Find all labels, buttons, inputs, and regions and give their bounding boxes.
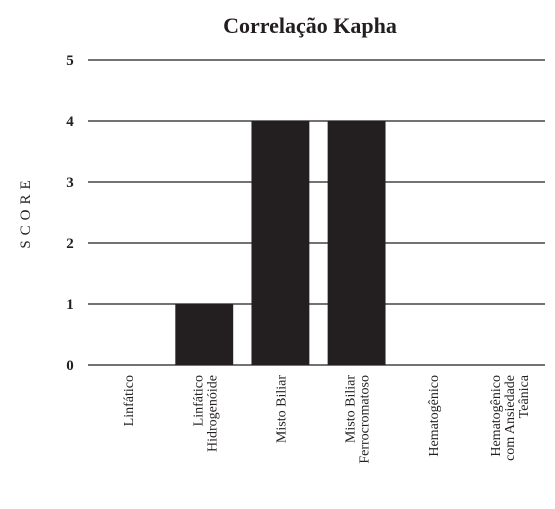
y-axis-label: SCORE	[18, 175, 34, 248]
chart-title: Correlação Kapha	[223, 13, 397, 38]
bar	[175, 304, 234, 365]
bar	[251, 121, 310, 365]
x-tick-label: Misto BiliarFerrocromatoso	[344, 375, 373, 464]
y-tick-label: 4	[66, 114, 74, 130]
x-tick-label: Linfático	[122, 375, 137, 426]
x-tick-label: Misto Biliar	[274, 375, 289, 443]
bar	[327, 121, 386, 365]
y-tick-label: 1	[66, 297, 74, 313]
y-tick-label: 0	[66, 358, 74, 374]
x-tick-label: LinfáticoHidrogenóide	[191, 375, 220, 452]
x-tick-label: Hematogênico	[427, 375, 442, 457]
y-tick-label: 5	[66, 53, 74, 69]
y-tick-label: 2	[66, 236, 74, 252]
y-tick-label: 3	[66, 175, 74, 191]
x-tick-label: Hematogênicocom AnsiedadeTeânica	[489, 374, 532, 461]
